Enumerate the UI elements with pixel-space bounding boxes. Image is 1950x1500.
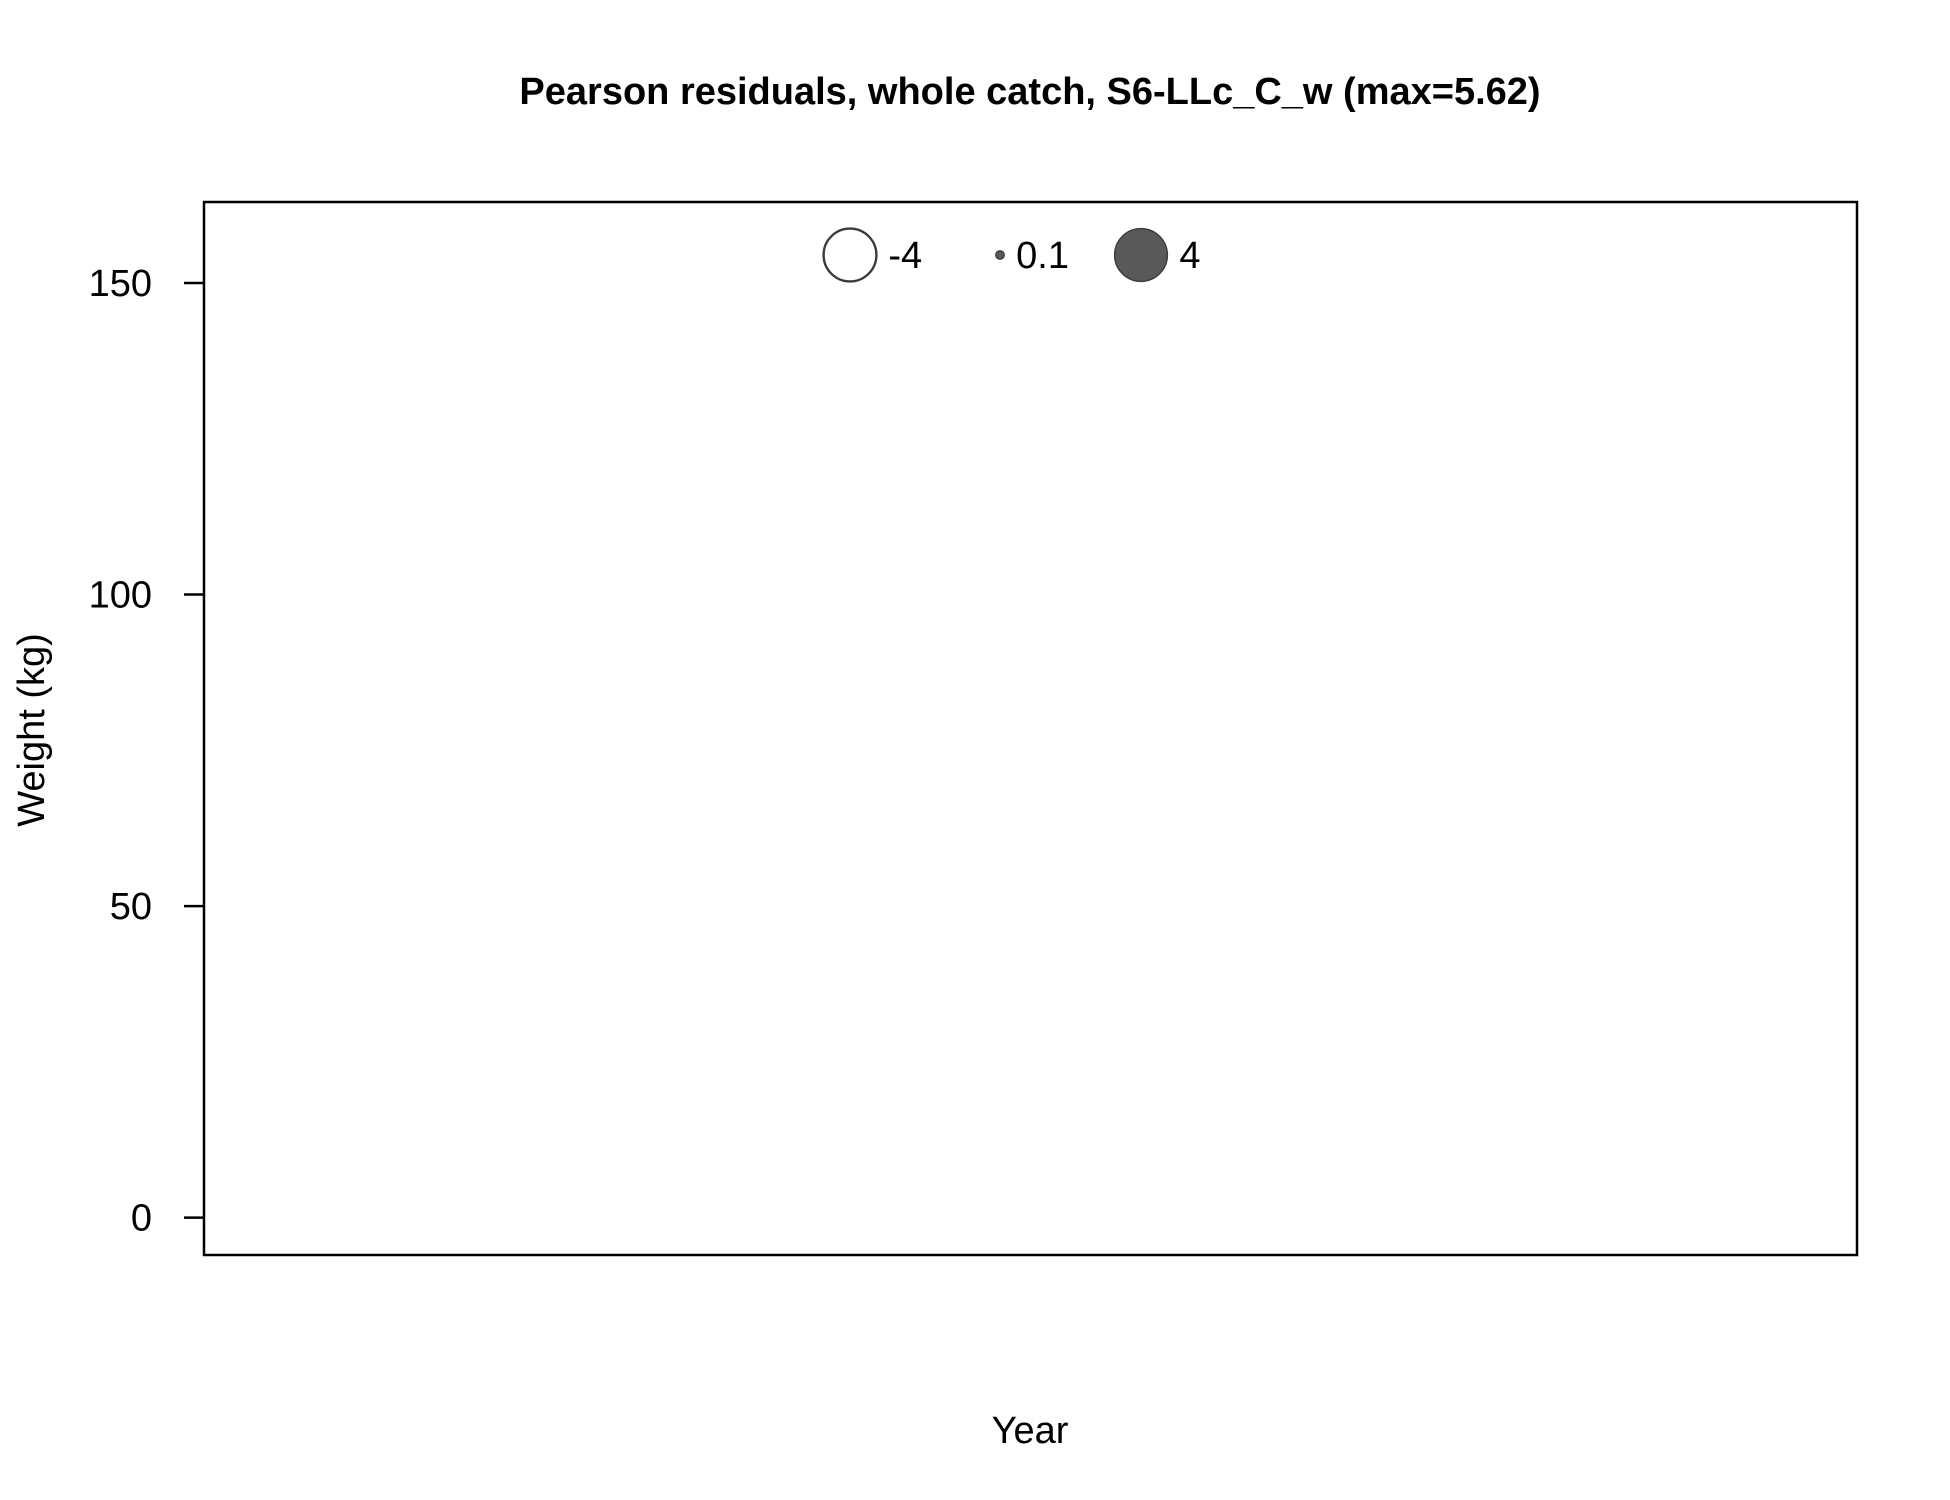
chart-title: Pearson residuals, whole catch, S6-LLc_C… xyxy=(519,71,1540,113)
plot-frame xyxy=(202,200,1859,1257)
y-axis: 0 50 100 150 xyxy=(89,263,204,1240)
legend: -4 0.1 4 xyxy=(822,227,1201,283)
legend-bubble xyxy=(995,250,1005,260)
y-tick-label: 0 xyxy=(131,1198,152,1240)
y-tick-label: 150 xyxy=(89,263,152,305)
legend-bubble xyxy=(1113,227,1169,283)
legend-label: -4 xyxy=(888,235,922,277)
y-tick-label: 50 xyxy=(110,886,152,928)
y-tick-label: 100 xyxy=(89,575,152,617)
legend-label: 4 xyxy=(1179,235,1200,277)
legend-bubble xyxy=(822,227,878,283)
legend-label: 0.1 xyxy=(1016,235,1069,277)
y-axis-label: Weight (kg) xyxy=(11,633,53,827)
x-axis-label: Year xyxy=(992,1410,1069,1452)
